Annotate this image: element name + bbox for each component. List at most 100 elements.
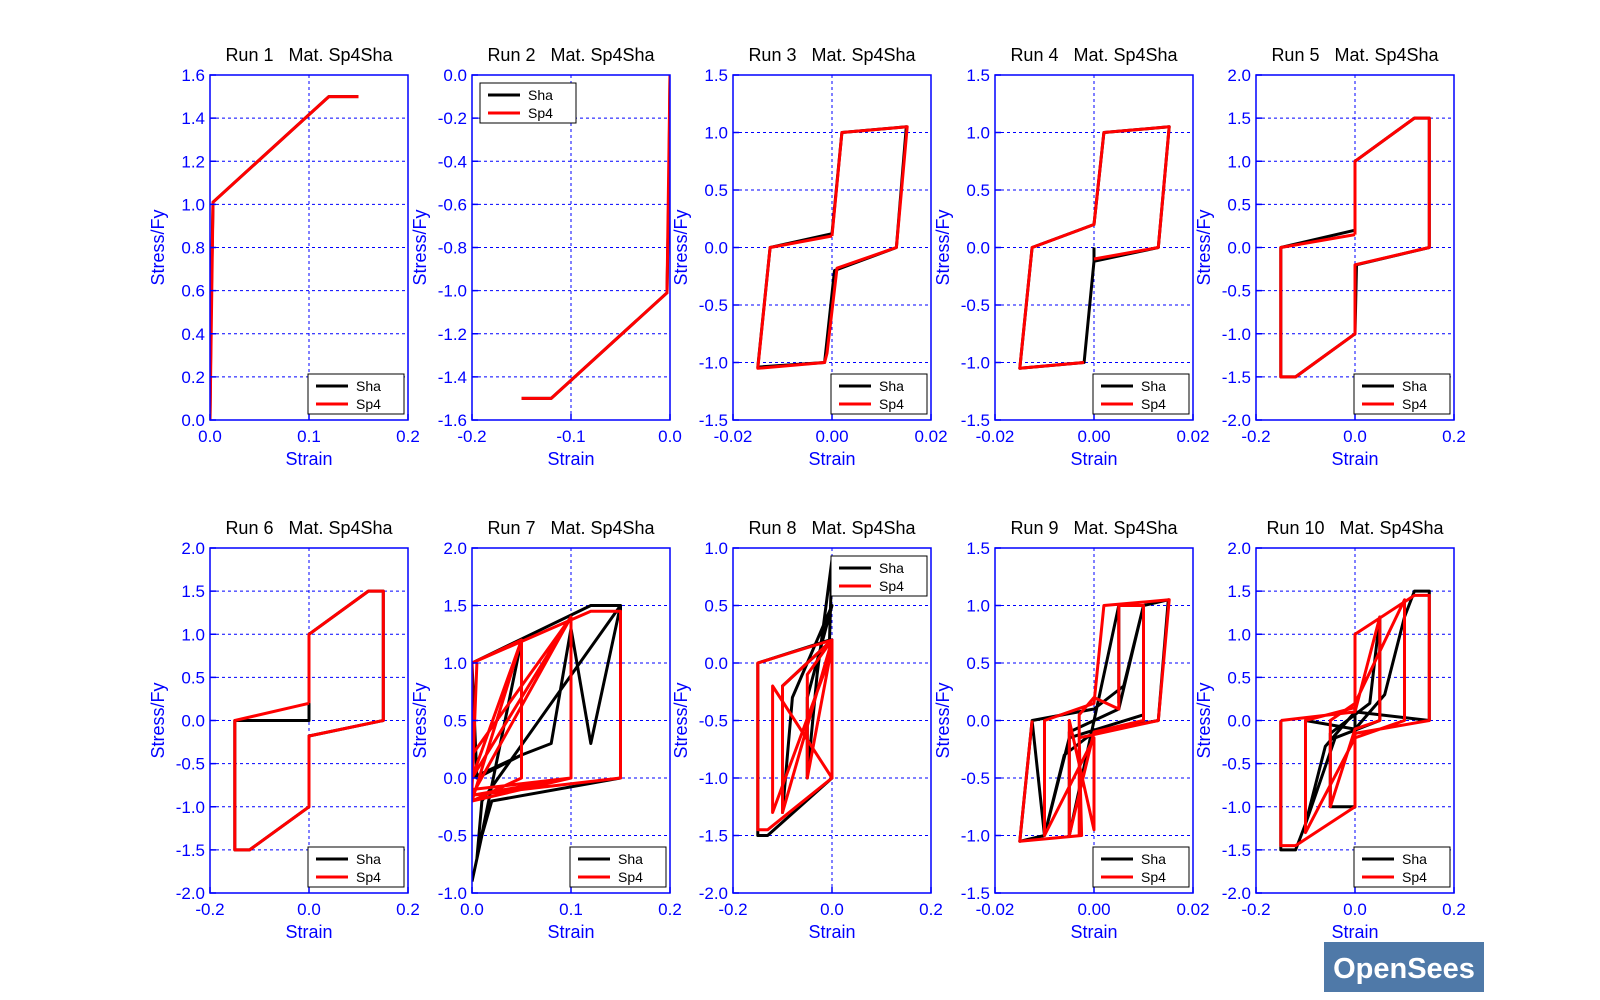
y-tick-label: -1.0 [961, 827, 990, 846]
chart-title: Run 1 Mat. Sp4Sha [225, 45, 393, 65]
y-tick-label: -1.0 [699, 769, 728, 788]
y-tick-label: -1.0 [699, 354, 728, 373]
y-tick-label: -2.0 [1222, 411, 1251, 430]
y-axis-label: Stress/Fy [671, 682, 691, 758]
y-tick-label: 2.0 [1227, 66, 1251, 85]
series-line-sha [521, 75, 670, 400]
series-line-sp4 [210, 95, 359, 420]
y-tick-label: 0.0 [704, 239, 728, 258]
x-tick-label: -0.2 [195, 900, 224, 919]
x-tick-label: 0.2 [396, 900, 420, 919]
y-tick-label: -1.0 [438, 884, 467, 903]
legend-label-sha: Sha [879, 560, 904, 576]
y-tick-label: 1.0 [704, 539, 728, 558]
chart-title: Run 9 Mat. Sp4Sha [1010, 518, 1178, 538]
y-tick-label: 0.0 [1227, 239, 1251, 258]
y-tick-label: 0.5 [1227, 668, 1251, 687]
x-axis-label: Strain [1070, 449, 1117, 469]
y-tick-label: 1.5 [1227, 109, 1251, 128]
legend-label-sp4: Sp4 [1141, 869, 1166, 885]
y-tick-label: 0.0 [181, 411, 205, 430]
y-tick-label: -0.6 [438, 195, 467, 214]
legend-label-sha: Sha [1402, 378, 1427, 394]
series-line-sha [210, 95, 359, 420]
x-tick-label: 0.0 [658, 427, 682, 446]
x-axis-label: Strain [547, 449, 594, 469]
x-tick-label: 0.1 [559, 900, 583, 919]
series-line-sp4 [1279, 593, 1431, 848]
y-tick-label: 2.0 [1227, 539, 1251, 558]
y-tick-label: 0.5 [966, 654, 990, 673]
opensees-logo: OpenSees [1324, 942, 1484, 992]
y-axis-label: Stress/Fy [1194, 209, 1214, 285]
y-axis-label: Stress/Fy [671, 209, 691, 285]
chart-panel-6: -0.2 0.0 0.2 -2.0 -1.5 -1.0 -0.5 0.0 0.5 1.0 1.5 2.… [148, 518, 420, 942]
y-axis-label: Stress/Fy [1194, 682, 1214, 758]
legend: Sha Sp4 [1092, 846, 1190, 888]
y-tick-label: 0.6 [181, 282, 205, 301]
y-axis-label: Stress/Fy [933, 209, 953, 285]
legend-label-sha: Sha [879, 378, 904, 394]
y-tick-label: 1.5 [1227, 582, 1251, 601]
series-line-sp4 [233, 589, 385, 852]
y-tick-label: 2.0 [443, 539, 467, 558]
x-tick-label: 0.0 [198, 427, 222, 446]
y-axis-label: Stress/Fy [410, 682, 430, 758]
y-tick-label: 0.5 [704, 181, 728, 200]
y-tick-label: 2.0 [181, 539, 205, 558]
x-tick-label: 0.0 [1343, 427, 1367, 446]
chart-panel-3: -0.02 0.00 0.02 -1.5 -1.0 -0.5 0.0 0.5 1.0 1.5 Run… [671, 45, 948, 469]
y-tick-label: 0.5 [443, 712, 467, 731]
legend-label-sp4: Sp4 [618, 869, 643, 885]
series-line-sp4 [1279, 116, 1431, 379]
x-axis-label: Strain [285, 922, 332, 942]
series-line-sp4 [756, 125, 909, 370]
series-line-sp4 [1018, 125, 1171, 370]
y-tick-label: -1.5 [176, 841, 205, 860]
y-tick-label: 1.0 [966, 124, 990, 143]
y-tick-label: 0.2 [181, 368, 205, 387]
x-axis-label: Strain [808, 922, 855, 942]
y-tick-label: 1.5 [181, 582, 205, 601]
legend-box [830, 555, 928, 597]
y-tick-label: -0.8 [438, 239, 467, 258]
subplot-grid: 0.0 0.1 0.2 0.0 0.2 0.4 0.6 0.8 1.0 1.2 1.4 1.6 Run … [148, 45, 1466, 942]
x-tick-label: 0.02 [1176, 900, 1209, 919]
y-tick-label: -1.5 [1222, 841, 1251, 860]
chart-panel-1: 0.0 0.1 0.2 0.0 0.2 0.4 0.6 0.8 1.0 1.2 1.4 1.6 Run … [148, 45, 420, 469]
y-tick-label: 0.5 [704, 597, 728, 616]
x-tick-label: 0.2 [919, 900, 943, 919]
chart-title: Run 2 Mat. Sp4Sha [487, 45, 655, 65]
y-tick-label: -1.5 [961, 411, 990, 430]
x-tick-label: 0.0 [460, 900, 484, 919]
legend: Sha Sp4 [569, 846, 667, 888]
x-axis-label: Strain [547, 922, 594, 942]
y-tick-label: 1.5 [966, 539, 990, 558]
legend-label-sp4: Sp4 [879, 396, 904, 412]
y-tick-label: -2.0 [176, 884, 205, 903]
y-tick-label: 0.0 [181, 712, 205, 731]
chart-title: Run 5 Mat. Sp4Sha [1271, 45, 1439, 65]
y-tick-label: -1.6 [438, 411, 467, 430]
y-tick-label: -0.4 [438, 152, 467, 171]
y-tick-label: 1.0 [181, 625, 205, 644]
y-tick-label: 0.0 [704, 654, 728, 673]
y-tick-label: -0.5 [438, 827, 467, 846]
y-tick-label: 1.0 [1227, 625, 1251, 644]
x-tick-label: 0.0 [1343, 900, 1367, 919]
x-axis-label: Strain [1331, 922, 1378, 942]
x-tick-label: -0.2 [718, 900, 747, 919]
legend-box [1092, 373, 1190, 415]
chart-panel-4: -0.02 0.00 0.02 -1.5 -1.0 -0.5 0.0 0.5 1.0 1.5 Run… [933, 45, 1210, 469]
series-line-sp4 [472, 609, 622, 803]
y-tick-label: 1.5 [443, 597, 467, 616]
y-tick-label: 1.0 [966, 597, 990, 616]
legend-label-sha: Sha [356, 378, 381, 394]
logo-background [1324, 942, 1484, 992]
legend: Sha Sp4 [1353, 373, 1451, 415]
y-tick-label: -0.5 [961, 769, 990, 788]
series-line-sha [1279, 589, 1431, 852]
chart-panel-9: -0.02 0.00 0.02 -1.5 -1.0 -0.5 0.0 0.5 1.0 1.5 Run… [933, 518, 1210, 942]
y-tick-label: 0.5 [966, 181, 990, 200]
x-tick-label: -0.2 [1241, 900, 1270, 919]
